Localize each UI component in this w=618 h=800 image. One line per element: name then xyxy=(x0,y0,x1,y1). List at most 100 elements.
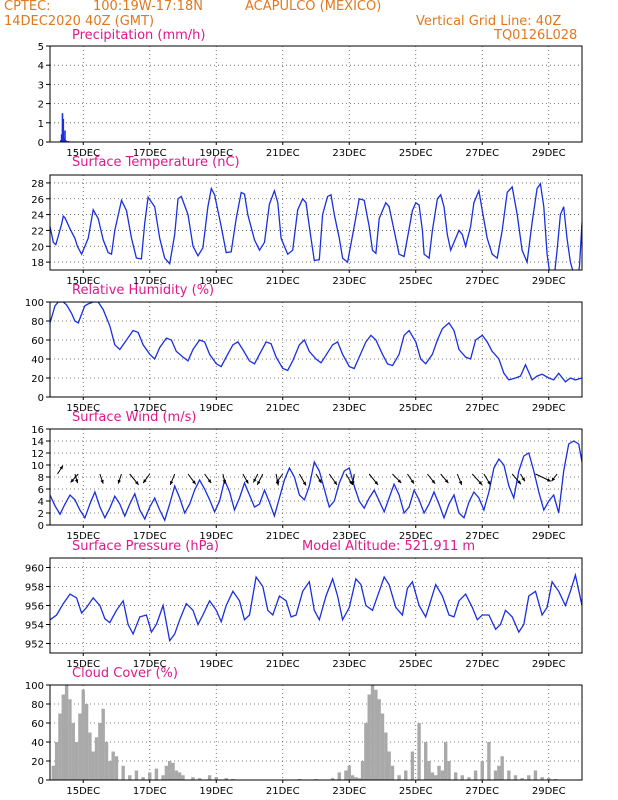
x-tick-label: 23DEC xyxy=(332,786,366,797)
x-tick-label: 15DEC xyxy=(66,403,100,414)
wind-arrow-head xyxy=(245,479,249,484)
x-tick-label: 15DEC xyxy=(66,148,100,159)
bar xyxy=(440,770,445,780)
x-tick-label: 25DEC xyxy=(399,659,433,670)
bar xyxy=(191,777,195,780)
x-tick-label: 19DEC xyxy=(199,276,233,287)
bar xyxy=(397,775,401,780)
y-tick-label: 2 xyxy=(38,100,44,111)
bar xyxy=(78,713,82,780)
wind-arrow-head xyxy=(458,480,462,485)
y-tick-label: 18 xyxy=(31,258,44,269)
wind-arrow-head xyxy=(551,477,556,482)
x-tick-label: 29DEC xyxy=(532,148,566,159)
bar xyxy=(63,138,65,142)
wind-arrow-head xyxy=(517,480,521,485)
bar xyxy=(443,742,448,780)
x-tick-label: 29DEC xyxy=(532,531,566,542)
bar xyxy=(467,777,471,780)
bar xyxy=(434,775,438,780)
wind-title: Surface Wind (m/s) xyxy=(72,410,197,425)
bar xyxy=(177,772,182,780)
bar xyxy=(84,704,89,780)
bar xyxy=(134,770,139,780)
bar xyxy=(354,777,358,780)
bar xyxy=(174,770,179,780)
y-tick-label: 22 xyxy=(31,226,44,237)
bar xyxy=(60,134,63,142)
bar xyxy=(181,775,185,780)
x-tick-label: 27DEC xyxy=(465,148,499,159)
bar xyxy=(161,775,165,780)
x-tick-label: 21DEC xyxy=(266,531,300,542)
bar xyxy=(224,778,228,780)
bar xyxy=(154,768,159,780)
series-line xyxy=(50,302,582,383)
y-tick-label: 12 xyxy=(31,449,44,460)
wind-arrow-head xyxy=(374,480,378,485)
x-tick-label: 27DEC xyxy=(465,276,499,287)
bar xyxy=(370,685,375,780)
wind-arrow-head xyxy=(302,481,306,486)
bar xyxy=(111,751,115,780)
bar xyxy=(68,699,72,780)
panel-frame xyxy=(49,684,583,781)
bar xyxy=(360,761,365,780)
bar xyxy=(507,770,511,780)
y-tick-label: 1 xyxy=(38,119,44,130)
wind-arrow-head xyxy=(117,479,121,484)
y-tick-label: 952 xyxy=(25,640,44,651)
series-line xyxy=(50,181,582,270)
wind-arrow-head xyxy=(143,479,147,484)
bar xyxy=(447,761,451,780)
precip-title: Precipitation (mm/h) xyxy=(72,28,206,43)
y-tick-label: 24 xyxy=(31,211,44,222)
y-tick-label: 954 xyxy=(25,621,44,632)
x-tick-label: 17DEC xyxy=(133,148,167,159)
y-tick-label: 956 xyxy=(25,602,44,613)
wind-arrow-head xyxy=(70,478,75,483)
bar xyxy=(164,765,169,780)
bar xyxy=(71,723,75,780)
bar xyxy=(404,770,408,780)
y-tick-label: 20 xyxy=(31,242,44,253)
bar xyxy=(493,770,498,780)
bar xyxy=(337,772,341,780)
y-tick-label: 0 xyxy=(38,393,44,404)
y-tick-label: 3 xyxy=(38,80,44,91)
x-tick-label: 29DEC xyxy=(532,276,566,287)
bar xyxy=(547,778,551,780)
pressure-subtitle: Model Altitude: 521.911 m xyxy=(302,539,476,554)
x-tick-label: 23DEC xyxy=(332,148,366,159)
y-tick-label: 8 xyxy=(38,473,44,484)
bar xyxy=(344,770,348,780)
bar xyxy=(380,713,385,780)
y-tick-label: 6 xyxy=(38,485,44,496)
bar xyxy=(94,737,99,780)
bar xyxy=(410,751,415,780)
header-coords: 100:19W-17:18N xyxy=(93,0,203,14)
y-tick-label: 28 xyxy=(31,179,44,190)
wind-arrow-head xyxy=(487,480,491,485)
x-tick-label: 19DEC xyxy=(199,531,233,542)
bar xyxy=(487,742,491,780)
bar xyxy=(64,685,69,780)
panel-frame xyxy=(49,45,583,143)
bar xyxy=(387,751,391,780)
bar xyxy=(54,742,59,780)
x-tick-label: 21DEC xyxy=(266,403,300,414)
x-tick-label: 19DEC xyxy=(199,148,233,159)
y-tick-label: 4 xyxy=(38,61,44,72)
y-tick-label: 60 xyxy=(31,719,44,730)
x-tick-label: 27DEC xyxy=(465,403,499,414)
bar xyxy=(453,772,458,780)
wind-arrow-head xyxy=(257,480,261,485)
bar xyxy=(60,140,62,142)
y-tick-label: 20 xyxy=(31,374,44,385)
bar xyxy=(121,765,125,780)
bar xyxy=(64,130,66,142)
bar xyxy=(330,778,335,780)
bar xyxy=(108,761,112,780)
bar xyxy=(98,723,102,780)
